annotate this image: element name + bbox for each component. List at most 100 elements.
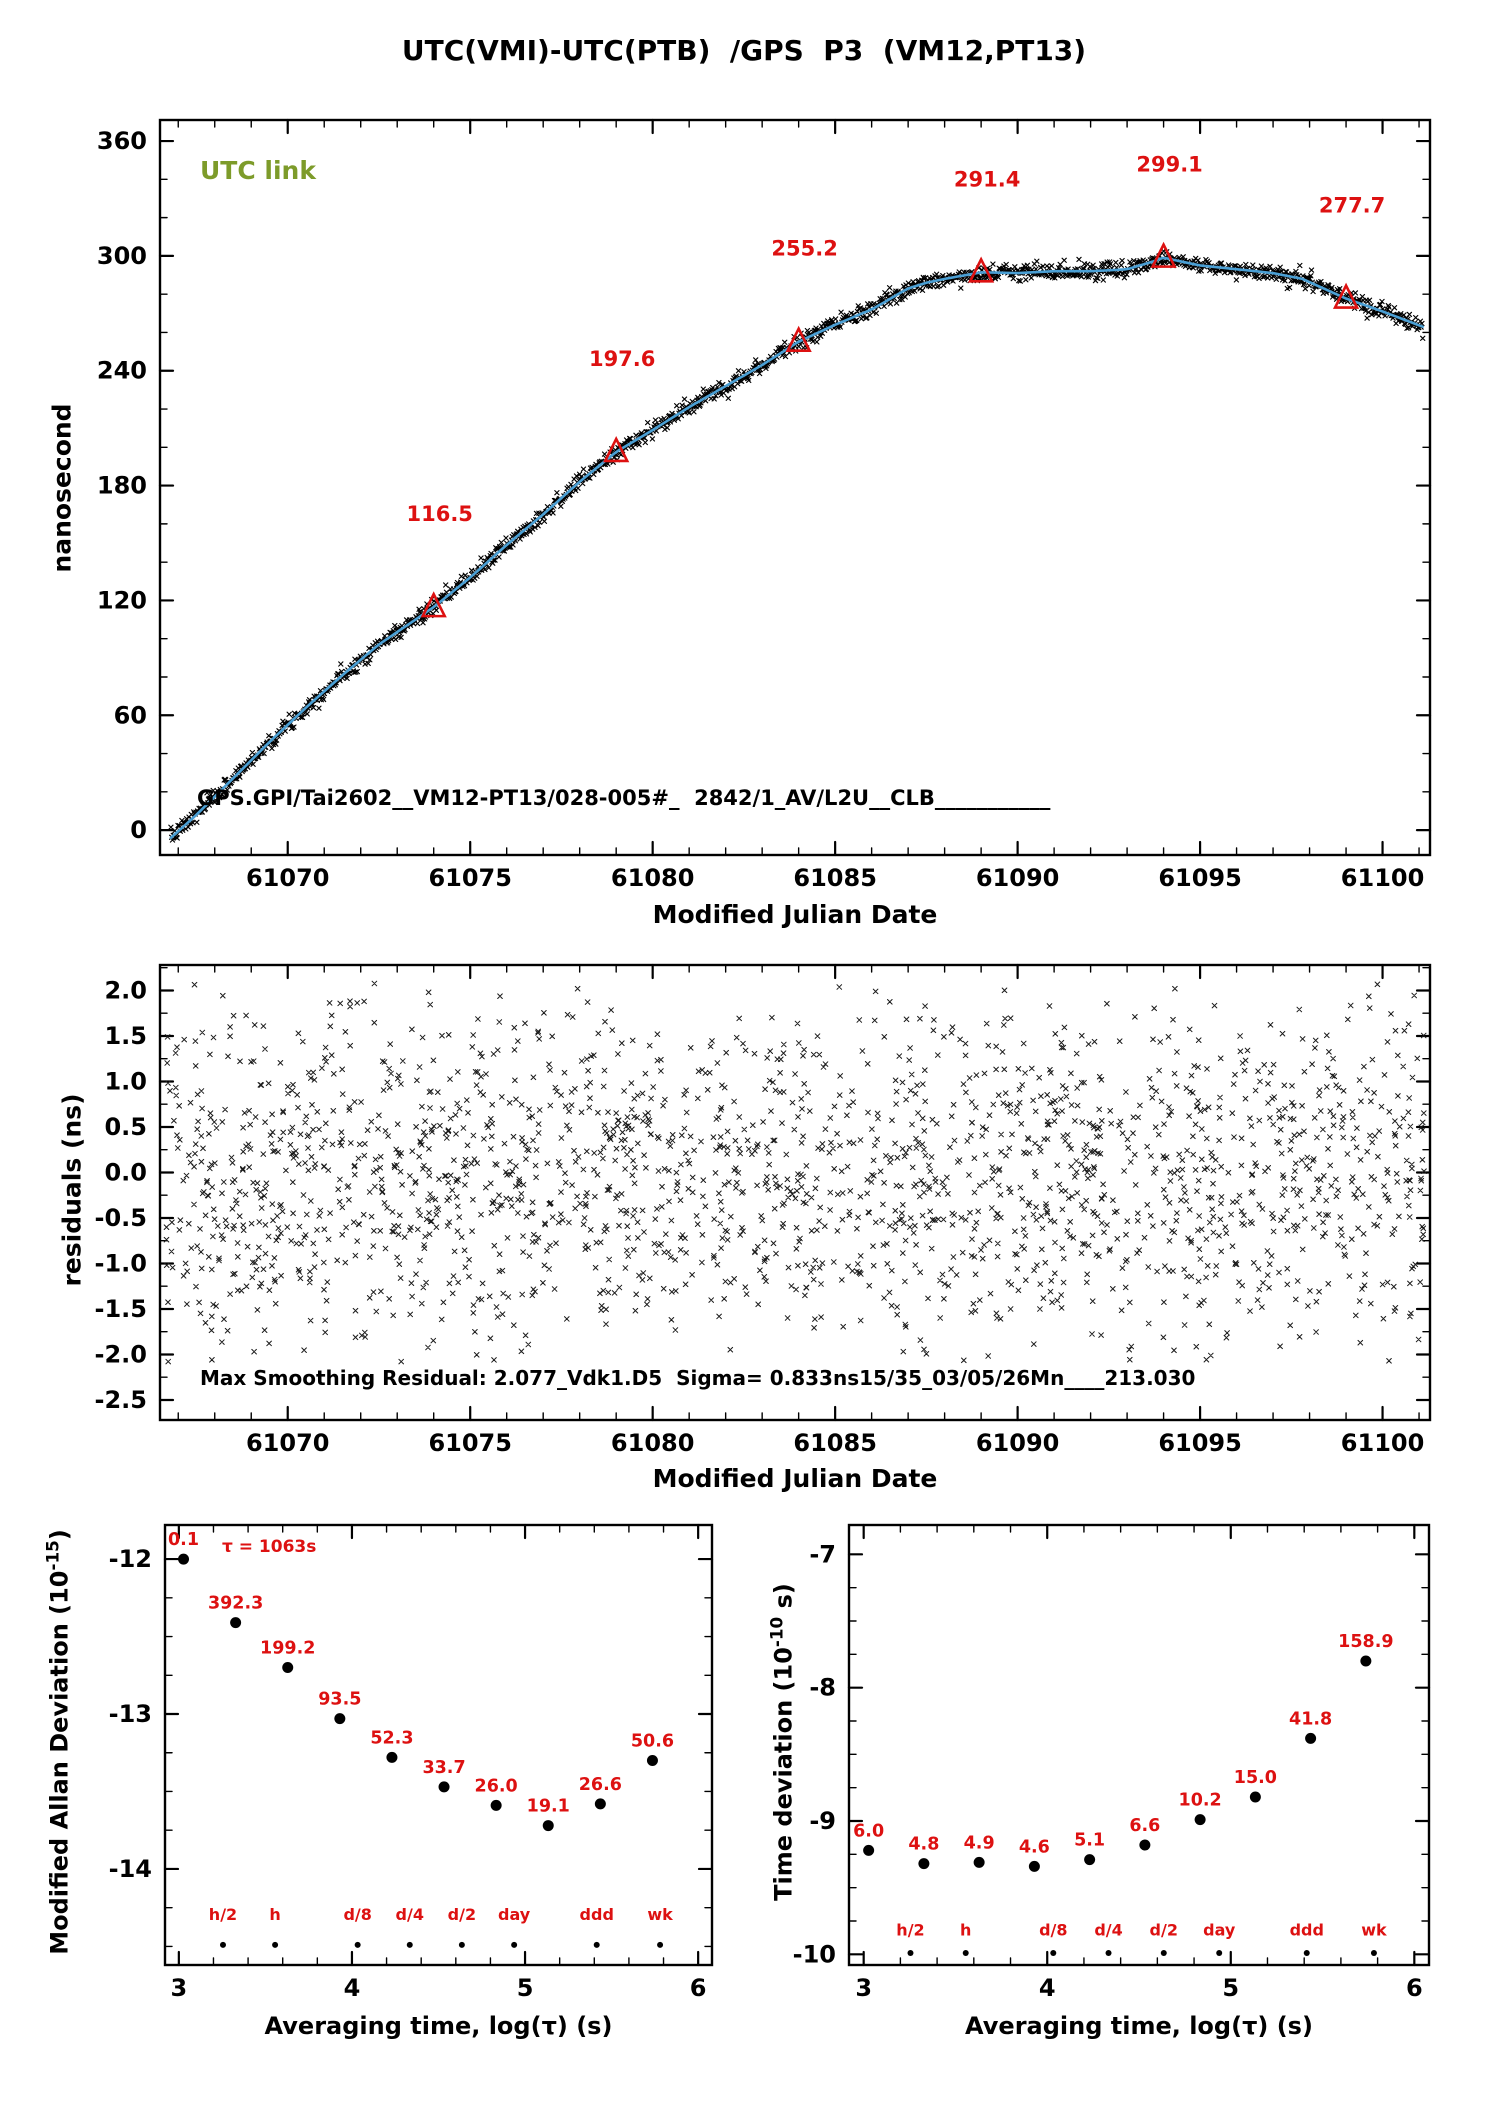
svg-text:d/2: d/2 — [448, 1905, 476, 1924]
svg-text:day: day — [1203, 1921, 1236, 1940]
residuals-yaxis-label: residuals (ns) — [57, 1093, 87, 1287]
svg-text:ddd: ddd — [580, 1905, 614, 1924]
svg-text:61080: 61080 — [611, 1429, 695, 1457]
svg-text:60: 60 — [114, 701, 147, 729]
svg-text:61100: 61100 — [1341, 1429, 1425, 1457]
svg-text:158.9: 158.9 — [1338, 1632, 1393, 1652]
svg-text:-12: -12 — [109, 1545, 152, 1573]
svg-text:h: h — [960, 1921, 971, 1940]
svg-text:3: 3 — [170, 1974, 187, 2002]
svg-text:33.7: 33.7 — [422, 1758, 465, 1778]
svg-text:d/8: d/8 — [343, 1905, 371, 1924]
mdev-yaxis-label: Modified Allan Deviation (10-15) — [43, 1529, 74, 1955]
svg-text:5: 5 — [1222, 1974, 1239, 2002]
svg-text:6: 6 — [690, 1974, 707, 2002]
residuals-chart-canvas: 61070 61075 61080 61085 61090 61095 61100 2.0 1.… — [95, 963, 1432, 1457]
gps-source-annotation: GPS.GPI/Tai2602__VM12-PT13/028-005#_ 284… — [197, 786, 1051, 810]
svg-text:61080: 61080 — [611, 864, 695, 892]
svg-text:19.1: 19.1 — [527, 1797, 570, 1817]
svg-text:93.5: 93.5 — [318, 1690, 361, 1710]
mdev-yaxis-sup: -15 — [42, 1540, 63, 1571]
svg-text:d/8: d/8 — [1039, 1921, 1067, 1940]
svg-text:4: 4 — [344, 1974, 361, 2002]
svg-text:4.6: 4.6 — [1019, 1837, 1050, 1857]
svg-text:0.5: 0.5 — [104, 1113, 147, 1141]
svg-text:392.3: 392.3 — [208, 1594, 263, 1614]
svg-text:5.1: 5.1 — [1074, 1831, 1105, 1851]
svg-text:61075: 61075 — [428, 1429, 512, 1457]
svg-text:61085: 61085 — [793, 864, 877, 892]
svg-text:26.6: 26.6 — [579, 1775, 622, 1795]
svg-text:day: day — [498, 1905, 531, 1924]
svg-text:1.5: 1.5 — [104, 1022, 147, 1050]
tdev-chart-canvas: 3 4 5 6 -7 -8 -9 -10 h/2 h d/8 d/4 d/2 day ddd wk 6.0 4.8… — [793, 1523, 1431, 2002]
svg-text:-2.0: -2.0 — [95, 1340, 147, 1368]
svg-text:wk: wk — [647, 1905, 673, 1924]
svg-text:61095: 61095 — [1158, 1429, 1242, 1457]
svg-text:-10: -10 — [793, 1940, 836, 1968]
svg-text:291.4: 291.4 — [954, 167, 1020, 191]
svg-text:6: 6 — [1406, 1974, 1423, 2002]
svg-text:5: 5 — [517, 1974, 534, 2002]
svg-text:61095: 61095 — [1158, 864, 1242, 892]
svg-text:ddd: ddd — [1290, 1921, 1324, 1940]
svg-text:52.3: 52.3 — [370, 1728, 413, 1748]
svg-text:299.1: 299.1 — [1136, 153, 1202, 177]
svg-text:-7: -7 — [809, 1540, 836, 1568]
svg-text:wk: wk — [1361, 1921, 1387, 1940]
phase-yaxis-label: nanosecond — [47, 403, 77, 573]
svg-text:2.0: 2.0 — [104, 976, 147, 1004]
svg-text:-0.5: -0.5 — [95, 1204, 147, 1232]
svg-text:10.2: 10.2 — [1179, 1791, 1222, 1811]
svg-text:4.9: 4.9 — [964, 1833, 995, 1853]
svg-text:-1.5: -1.5 — [95, 1295, 147, 1323]
svg-text:61090: 61090 — [976, 1429, 1060, 1457]
svg-text:1.0: 1.0 — [104, 1067, 147, 1095]
residuals-xaxis-label: Modified Julian Date — [652, 1464, 938, 1493]
mdev-xaxis-label: Averaging time, log(τ) (s) — [264, 2012, 613, 2040]
mdev-yaxis-prefix: Modified Allan Deviation (10 — [45, 1570, 74, 1955]
svg-text:0: 0 — [130, 816, 147, 844]
tdev-yaxis-label: Time deviation (10-10 s) — [767, 1583, 798, 1901]
svg-text:-9: -9 — [809, 1807, 836, 1835]
svg-text:240: 240 — [97, 357, 147, 385]
svg-text:4.8: 4.8 — [908, 1835, 939, 1855]
svg-text:180: 180 — [97, 472, 147, 500]
svg-text:h/2: h/2 — [209, 1905, 237, 1924]
utc-link-label: UTC link — [200, 156, 316, 185]
tdev-yaxis-suffix: s) — [769, 1583, 798, 1617]
svg-text:-8: -8 — [809, 1674, 836, 1702]
svg-text:255.2: 255.2 — [771, 237, 837, 261]
svg-text:61100: 61100 — [1341, 864, 1425, 892]
svg-text:h: h — [269, 1905, 280, 1924]
svg-text:-2.5: -2.5 — [95, 1386, 147, 1414]
phase-chart-canvas: 61070 61075 61080 61085 61090 61095 61100 0 60 12… — [97, 118, 1432, 892]
svg-text:d/2: d/2 — [1150, 1921, 1178, 1940]
svg-text:15.0: 15.0 — [1234, 1768, 1277, 1788]
svg-text:199.2: 199.2 — [260, 1639, 315, 1659]
phase-xaxis-label: Modified Julian Date — [652, 900, 938, 929]
svg-text:116.5: 116.5 — [406, 502, 472, 526]
svg-text:61075: 61075 — [428, 864, 512, 892]
svg-text:-1.0: -1.0 — [95, 1249, 147, 1277]
svg-text:360: 360 — [97, 127, 147, 155]
svg-text:61090: 61090 — [976, 864, 1060, 892]
svg-text:50.6: 50.6 — [631, 1731, 674, 1751]
svg-text:d/4: d/4 — [1094, 1921, 1122, 1940]
svg-text:h/2: h/2 — [896, 1921, 924, 1940]
tdev-xaxis-label: Averaging time, log(τ) (s) — [965, 2012, 1313, 2040]
svg-text:120: 120 — [97, 586, 147, 614]
svg-text:-13: -13 — [109, 1700, 152, 1728]
svg-text:61070: 61070 — [246, 1429, 330, 1457]
figure-title: UTC(VMI)-UTC(PTB) /GPS P3 (VM12,PT13) — [401, 34, 1087, 67]
svg-text:61085: 61085 — [793, 1429, 877, 1457]
tdev-yaxis-sup: -10 — [766, 1616, 787, 1648]
svg-text:0.0: 0.0 — [104, 1158, 147, 1186]
svg-text:4: 4 — [1039, 1974, 1056, 2002]
svg-text:197.6: 197.6 — [589, 347, 655, 371]
svg-text:277.7: 277.7 — [1319, 194, 1385, 218]
svg-text:300: 300 — [97, 242, 147, 270]
tau-note-annotation: τ = 1063s — [222, 1537, 317, 1557]
mdev-yaxis-suffix: ) — [45, 1529, 74, 1541]
